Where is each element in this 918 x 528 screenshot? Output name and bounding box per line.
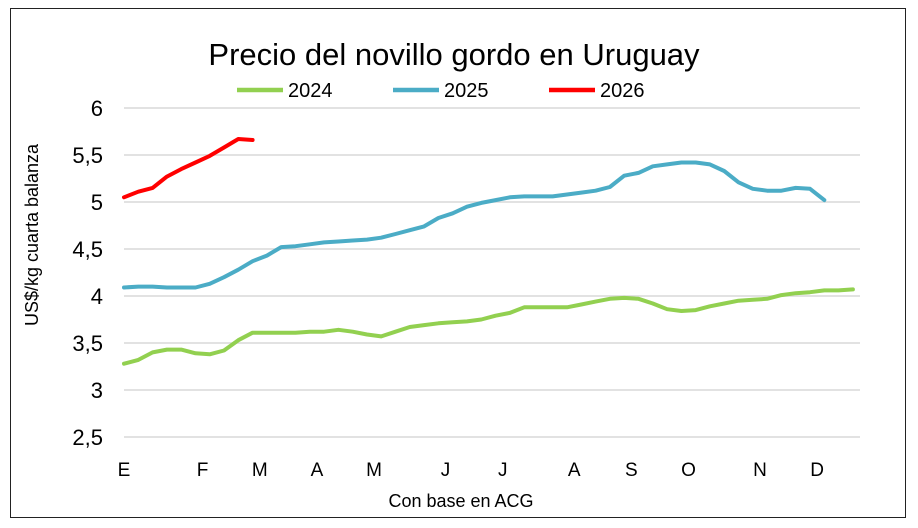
series-line-2024 (122, 287, 855, 366)
y-tick-label: 3 (91, 378, 103, 403)
x-tick-label: D (810, 460, 824, 481)
x-tick-label: F (197, 460, 209, 481)
x-tick-label: E (118, 460, 131, 481)
chart-frame: 6 5,5 5 4,5 4 3,5 3 2,5 E F M A M J J A S O N D Precio del … (10, 8, 906, 518)
x-tick-label: N (753, 460, 767, 481)
chart-title: Precio del novillo gordo en Uruguay (208, 37, 700, 72)
x-tick-label: A (568, 460, 581, 481)
y-tick-label: 5 (91, 190, 103, 215)
y-tick-label: 4 (91, 284, 103, 309)
x-tick-label: S (625, 460, 638, 481)
series-layer (122, 137, 855, 366)
series-line-2026 (122, 137, 255, 200)
chart-svg: 6 5,5 5 4,5 4 3,5 3 2,5 E F M A M J J A S O N D Precio del … (22, 37, 860, 511)
y-tick-label: 5,5 (72, 143, 103, 168)
y-axis-label: US$/kg cuarta balanza (22, 143, 42, 326)
legend-label-2024: 2024 (288, 80, 333, 102)
legend-label-2026: 2026 (600, 80, 645, 102)
x-tick-label: M (366, 460, 382, 481)
legend: 2024 2025 2026 (237, 80, 645, 102)
x-tick-label: O (681, 460, 696, 481)
y-tick-label: 4,5 (72, 237, 103, 262)
y-tick-label: 2,5 (72, 425, 103, 450)
y-tick-label: 6 (91, 96, 103, 121)
y-tick-label: 3,5 (72, 331, 103, 356)
x-tick-label: A (311, 460, 324, 481)
x-axis-label: Con base en ACG (388, 491, 533, 511)
series-line-2025 (122, 160, 827, 290)
legend-label-2025: 2025 (444, 80, 489, 102)
x-tick-label: J (441, 460, 451, 481)
x-tick-label: J (498, 460, 508, 481)
x-tick-label: M (252, 460, 268, 481)
axis-layer: 6 5,5 5 4,5 4 3,5 3 2,5 E F M A M J J A S O N D (72, 96, 824, 481)
